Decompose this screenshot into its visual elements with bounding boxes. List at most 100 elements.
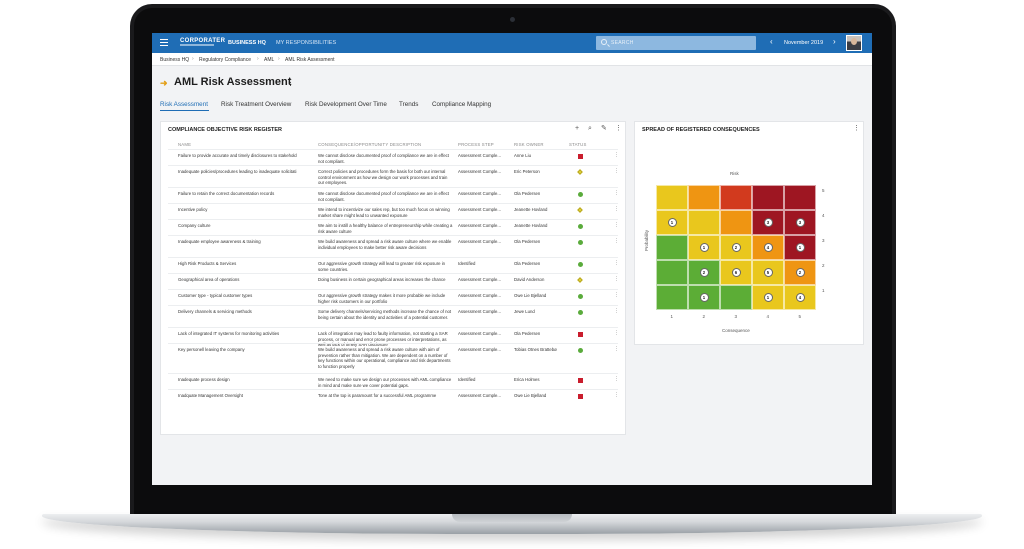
tab-trends[interactable]: Trends xyxy=(399,101,419,108)
column-header-process-step[interactable]: PROCESS STEP xyxy=(458,142,494,147)
page-title: AML Risk Assessment xyxy=(174,76,292,88)
tab-risk-assessment[interactable]: Risk Assessment xyxy=(160,101,208,108)
cell-process-step: Assessment Comple... xyxy=(458,207,501,212)
add-icon[interactable]: + xyxy=(575,125,580,132)
tab-risk-treatment-overview[interactable]: Risk Treatment Overview xyxy=(221,101,292,108)
table-row[interactable]: Incentive policy We intend to incentivize… xyxy=(168,203,619,219)
heatmap-cell[interactable] xyxy=(752,185,784,210)
heatmap-count-badge[interactable]: 5 xyxy=(763,268,773,277)
row-menu-icon[interactable]: ⋮ xyxy=(614,392,619,398)
row-menu-icon[interactable]: ⋮ xyxy=(614,168,619,174)
row-menu-icon[interactable]: ⋮ xyxy=(614,152,619,158)
heatmap-count-badge[interactable]: 4 xyxy=(795,293,805,302)
period-prev-button[interactable]: ‹ xyxy=(770,37,773,46)
heatmap-count-badge[interactable]: 1 xyxy=(795,243,805,252)
heatmap-cell[interactable] xyxy=(720,260,752,285)
breadcrumb-item[interactable]: Business HQ xyxy=(160,57,190,63)
table-row[interactable]: Company culture We aim to instill a healt… xyxy=(168,219,619,235)
heatmap-count-badge[interactable]: 2 xyxy=(699,268,709,277)
heatmap-count-badge[interactable]: 3 xyxy=(763,218,773,227)
edit-icon[interactable]: ✎ xyxy=(601,125,607,132)
cell-name: Company culture xyxy=(178,223,211,228)
nav-my-responsibilities[interactable]: MY RESPONSIBILITIES xyxy=(276,40,337,46)
status-green-icon xyxy=(578,294,583,299)
heatmap-cell[interactable] xyxy=(720,285,752,310)
breadcrumb-item[interactable]: Regulatory Compliance xyxy=(199,57,251,63)
avatar[interactable] xyxy=(846,35,862,51)
heatmap-cell[interactable] xyxy=(688,185,720,210)
heatmap-cell[interactable] xyxy=(688,210,720,235)
heatmap-count-badge[interactable]: 3 xyxy=(795,218,805,227)
table-row[interactable]: Inadquate Management Oversight Tone at th… xyxy=(168,389,619,405)
nav-business-hq[interactable]: BUSINESS HQ xyxy=(228,40,266,46)
row-menu-icon[interactable]: ⋮ xyxy=(614,292,619,298)
more-vertical-icon[interactable]: ⋮ xyxy=(853,125,860,132)
row-menu-icon[interactable]: ⋮ xyxy=(614,346,619,352)
search-icon[interactable]: ⌕ xyxy=(588,125,592,132)
tab-compliance-mapping[interactable]: Compliance Mapping xyxy=(432,101,492,108)
heatmap-cell[interactable] xyxy=(752,285,784,310)
table-row[interactable]: Inadequate process design We need to make… xyxy=(168,373,619,389)
heatmap-count-badge[interactable]: 1 xyxy=(699,243,709,252)
column-header-risk-owner[interactable]: RISK OWNER xyxy=(514,142,544,147)
cell-name: Lack of integrated IT systems for monito… xyxy=(178,331,280,336)
cell-name: Geographical area of operations xyxy=(178,277,240,282)
cell-process-step: Assessment Comple... xyxy=(458,153,501,158)
heatmap-count-badge[interactable]: 2 xyxy=(795,268,805,277)
table-row[interactable]: Geographical area of operations Doing bus… xyxy=(168,273,619,289)
heatmap-count-badge[interactable]: 6 xyxy=(731,268,741,277)
table-row[interactable]: Inadequate policies/procedures leading t… xyxy=(168,165,619,187)
hamburger-menu-icon[interactable] xyxy=(160,39,168,46)
heatmap-count-badge[interactable]: 1 xyxy=(699,293,709,302)
column-header-status[interactable]: STATUS xyxy=(569,142,587,147)
row-menu-icon[interactable]: ⋮ xyxy=(614,308,619,314)
status-green-icon xyxy=(578,192,583,197)
heatmap-cell[interactable] xyxy=(656,260,688,285)
heatmap-cell[interactable] xyxy=(784,185,816,210)
table-row[interactable]: Key personell leaving the company We buil… xyxy=(168,343,619,373)
tab-risk-development[interactable]: Risk Development Over Time xyxy=(305,101,387,108)
period-label[interactable]: November 2019 xyxy=(784,40,824,46)
chevron-right-icon: › xyxy=(257,56,259,62)
heatmap-count-badge[interactable]: 4 xyxy=(763,243,773,252)
period-next-button[interactable]: › xyxy=(833,37,836,46)
heatmap-cell[interactable] xyxy=(752,210,784,235)
more-vertical-icon[interactable]: ⋮ xyxy=(615,125,622,132)
row-menu-icon[interactable]: ⋮ xyxy=(614,190,619,196)
heatmap-count-badge[interactable]: 2 xyxy=(731,243,741,252)
status-red-icon xyxy=(578,154,583,159)
table-row[interactable]: Customer type - typical customer types Ou… xyxy=(168,289,619,305)
heatmap-cell[interactable] xyxy=(656,185,688,210)
cell-name: High Risk Products & Services xyxy=(178,261,237,266)
column-header-description[interactable]: CONSEQUENCE/OPPORTUNITY DESCRIPTION xyxy=(318,142,422,147)
row-menu-icon[interactable]: ⋮ xyxy=(614,276,619,282)
row-menu-icon[interactable]: ⋮ xyxy=(614,206,619,212)
heatmap-count-badge[interactable]: 1 xyxy=(763,293,773,302)
row-menu-icon[interactable]: ⋮ xyxy=(614,222,619,228)
x-tick-label: 1 xyxy=(670,314,674,319)
cell-name: Failure to retain the correct documentat… xyxy=(178,191,275,196)
heatmap-cell[interactable] xyxy=(656,235,688,260)
table-row[interactable]: Failure to provide accurate and timely d… xyxy=(168,149,619,165)
row-menu-icon[interactable]: ⋮ xyxy=(614,376,619,382)
cell-name: Incentive policy xyxy=(178,207,208,212)
row-menu-icon[interactable]: ⋮ xyxy=(614,260,619,266)
heatmap-cell[interactable] xyxy=(720,185,752,210)
breadcrumb-item[interactable]: AML xyxy=(264,57,275,63)
more-vertical-icon[interactable]: ⋮ xyxy=(286,77,295,87)
column-header-name[interactable]: NAME xyxy=(178,142,192,147)
brand-logo[interactable]: CORPORATER xyxy=(180,38,226,44)
row-menu-icon[interactable]: ⋮ xyxy=(614,238,619,244)
table-row[interactable]: Inadequate employee awareness & training… xyxy=(168,235,619,257)
table-row[interactable]: Delivery channels & servicing methods Som… xyxy=(168,305,619,327)
status-green-icon xyxy=(578,348,583,353)
heatmap-cell[interactable] xyxy=(656,285,688,310)
heatmap-cell[interactable] xyxy=(720,210,752,235)
table-row[interactable]: Failure to retain the correct documentat… xyxy=(168,187,619,203)
search-input[interactable]: SEARCH xyxy=(596,36,756,50)
table-row[interactable]: High Risk Products & Services Our aggress… xyxy=(168,257,619,273)
cell-risk-owner: Ola Pedersen xyxy=(514,191,541,196)
row-menu-icon[interactable]: ⋮ xyxy=(614,330,619,336)
table-row[interactable]: Lack of integrated IT systems for monito… xyxy=(168,327,619,347)
heatmap-count-badge[interactable]: 1 xyxy=(667,218,677,227)
